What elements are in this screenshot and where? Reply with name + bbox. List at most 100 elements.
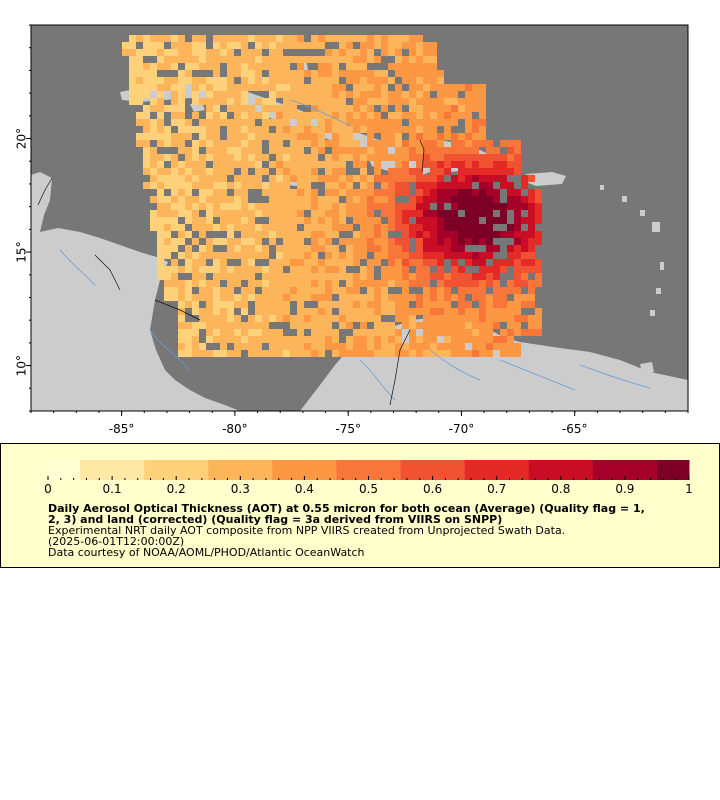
aot-cell	[353, 315, 360, 322]
aot-cell	[276, 91, 283, 98]
aot-cell	[353, 147, 360, 154]
aot-cell	[395, 49, 402, 56]
aot-cell	[367, 294, 374, 301]
aot-cell	[388, 168, 395, 175]
aot-cell	[213, 119, 220, 126]
aot-cell	[157, 77, 164, 84]
aot-cell	[171, 77, 178, 84]
aot-cell	[311, 322, 318, 329]
aot-cell	[318, 231, 325, 238]
aot-cell	[297, 175, 304, 182]
aot-cell	[248, 329, 255, 336]
colorbar-swatch	[288, 460, 305, 480]
aot-cell	[367, 84, 374, 91]
aot-cell	[192, 112, 199, 119]
aot-cell	[262, 336, 269, 343]
aot-cell	[521, 245, 528, 252]
colorbar-swatch	[208, 460, 225, 480]
aot-cell	[318, 238, 325, 245]
aot-cell	[409, 63, 416, 70]
aot-cell	[339, 350, 346, 357]
aot-cell	[311, 35, 318, 42]
aot-cell	[248, 63, 255, 70]
aot-cell	[514, 224, 521, 231]
aot-cell	[479, 238, 486, 245]
aot-cell	[430, 308, 437, 315]
aot-cell	[416, 350, 423, 357]
aot-cell	[227, 63, 234, 70]
aot-cell	[318, 42, 325, 49]
aot-cell	[367, 133, 374, 140]
aot-cell	[213, 63, 220, 70]
aot-cell	[234, 84, 241, 91]
aot-cell	[346, 70, 353, 77]
aot-cell	[423, 280, 430, 287]
aot-cell	[241, 294, 248, 301]
aot-cell	[164, 140, 171, 147]
aot-cell	[416, 35, 423, 42]
aot-cell	[472, 329, 479, 336]
aot-cell	[381, 105, 388, 112]
aot-cell	[493, 147, 500, 154]
aot-cell	[472, 343, 479, 350]
aot-cell	[164, 168, 171, 175]
aot-cell	[339, 315, 346, 322]
aot-cell	[374, 350, 381, 357]
aot-cell	[290, 259, 297, 266]
aot-cell	[171, 42, 178, 49]
aot-cell	[514, 168, 521, 175]
aot-cell	[360, 343, 367, 350]
aot-cell	[199, 98, 206, 105]
aot-cell	[486, 217, 493, 224]
colorbar-swatch	[672, 460, 690, 480]
aot-cell	[381, 343, 388, 350]
aot-cell	[234, 189, 241, 196]
aot-cell	[157, 133, 164, 140]
aot-cell	[409, 140, 416, 147]
aot-cell	[297, 77, 304, 84]
aot-cell	[437, 112, 444, 119]
aot-cell	[360, 168, 367, 175]
aot-cell	[213, 140, 220, 147]
aot-cell	[164, 231, 171, 238]
aot-cell	[318, 133, 325, 140]
aot-cell	[318, 245, 325, 252]
aot-cell	[451, 252, 458, 259]
aot-cell	[325, 336, 332, 343]
aot-cell	[213, 322, 220, 329]
aot-cell	[325, 161, 332, 168]
aot-cell	[227, 105, 234, 112]
aot-cell	[157, 168, 164, 175]
aot-cell	[430, 238, 437, 245]
aot-cell	[290, 217, 297, 224]
aot-cell	[458, 140, 465, 147]
aot-cell	[227, 273, 234, 280]
aot-cell	[136, 56, 143, 63]
aot-cell	[283, 245, 290, 252]
aot-cell	[332, 77, 339, 84]
aot-cell	[535, 308, 542, 315]
colorbar-swatch	[64, 460, 81, 480]
colorbar-tick-label: 0.4	[295, 482, 314, 496]
aot-cell	[269, 343, 276, 350]
aot-cell	[339, 217, 346, 224]
aot-cell	[304, 119, 311, 126]
aot-cell	[290, 140, 297, 147]
aot-cell	[332, 182, 339, 189]
aot-cell	[206, 280, 213, 287]
aot-cell	[346, 252, 353, 259]
aot-cell	[437, 189, 444, 196]
aot-cell	[381, 119, 388, 126]
aot-cell	[458, 287, 465, 294]
aot-cell	[395, 126, 402, 133]
border-line	[37, 177, 53, 206]
aot-cell	[507, 224, 514, 231]
colorbar-swatch	[336, 460, 353, 480]
colorbar-tick-label: 0.6	[423, 482, 442, 496]
aot-map[interactable]: -85° -80° -75° -70° -65° 20°15°10°	[0, 0, 720, 440]
aot-cell	[206, 140, 213, 147]
aot-cell	[367, 140, 374, 147]
aot-cell	[402, 189, 409, 196]
aot-cell	[332, 259, 339, 266]
aot-cell	[192, 182, 199, 189]
